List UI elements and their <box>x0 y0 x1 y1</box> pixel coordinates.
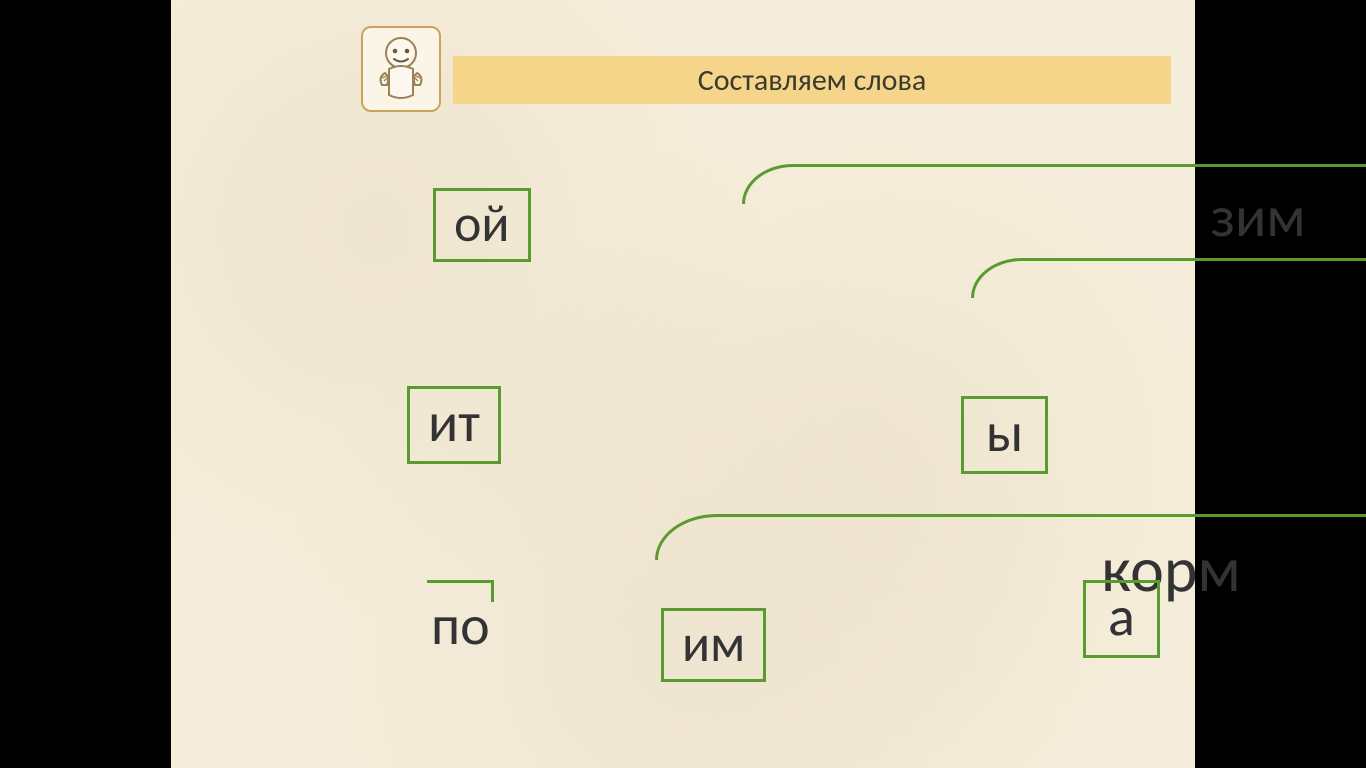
piece-label: им <box>682 611 745 675</box>
piece-ending-it[interactable]: ит <box>407 386 501 464</box>
title-bar: Составляем слова <box>453 56 1171 104</box>
slide: Составляем слова ой зим птиц ит корм ы п… <box>171 0 1195 768</box>
root-arc-icon <box>742 164 1366 204</box>
piece-ending-a[interactable]: а <box>1083 580 1160 658</box>
piece-label: ит <box>428 389 480 457</box>
piece-label: по <box>431 592 490 660</box>
prefix-mark-icon <box>427 580 494 602</box>
piece-root-ptits[interactable]: птиц <box>975 258 1366 340</box>
piece-label: ы <box>986 399 1023 467</box>
piece-ending-oy[interactable]: ой <box>433 188 531 262</box>
root-arc-icon <box>971 258 1366 298</box>
piece-ending-y[interactable]: ы <box>961 396 1048 474</box>
title-text: Составляем слова <box>698 62 927 99</box>
piece-label: ой <box>454 191 510 255</box>
piece-root-korm[interactable]: корм <box>659 514 1366 602</box>
mascot-icon <box>361 26 441 112</box>
root-arc-icon <box>655 514 1366 560</box>
piece-label: а <box>1108 583 1135 651</box>
piece-root-zim[interactable]: зим <box>746 164 1366 246</box>
piece-prefix-po[interactable]: по <box>427 588 494 654</box>
piece-ending-im[interactable]: им <box>661 608 766 682</box>
